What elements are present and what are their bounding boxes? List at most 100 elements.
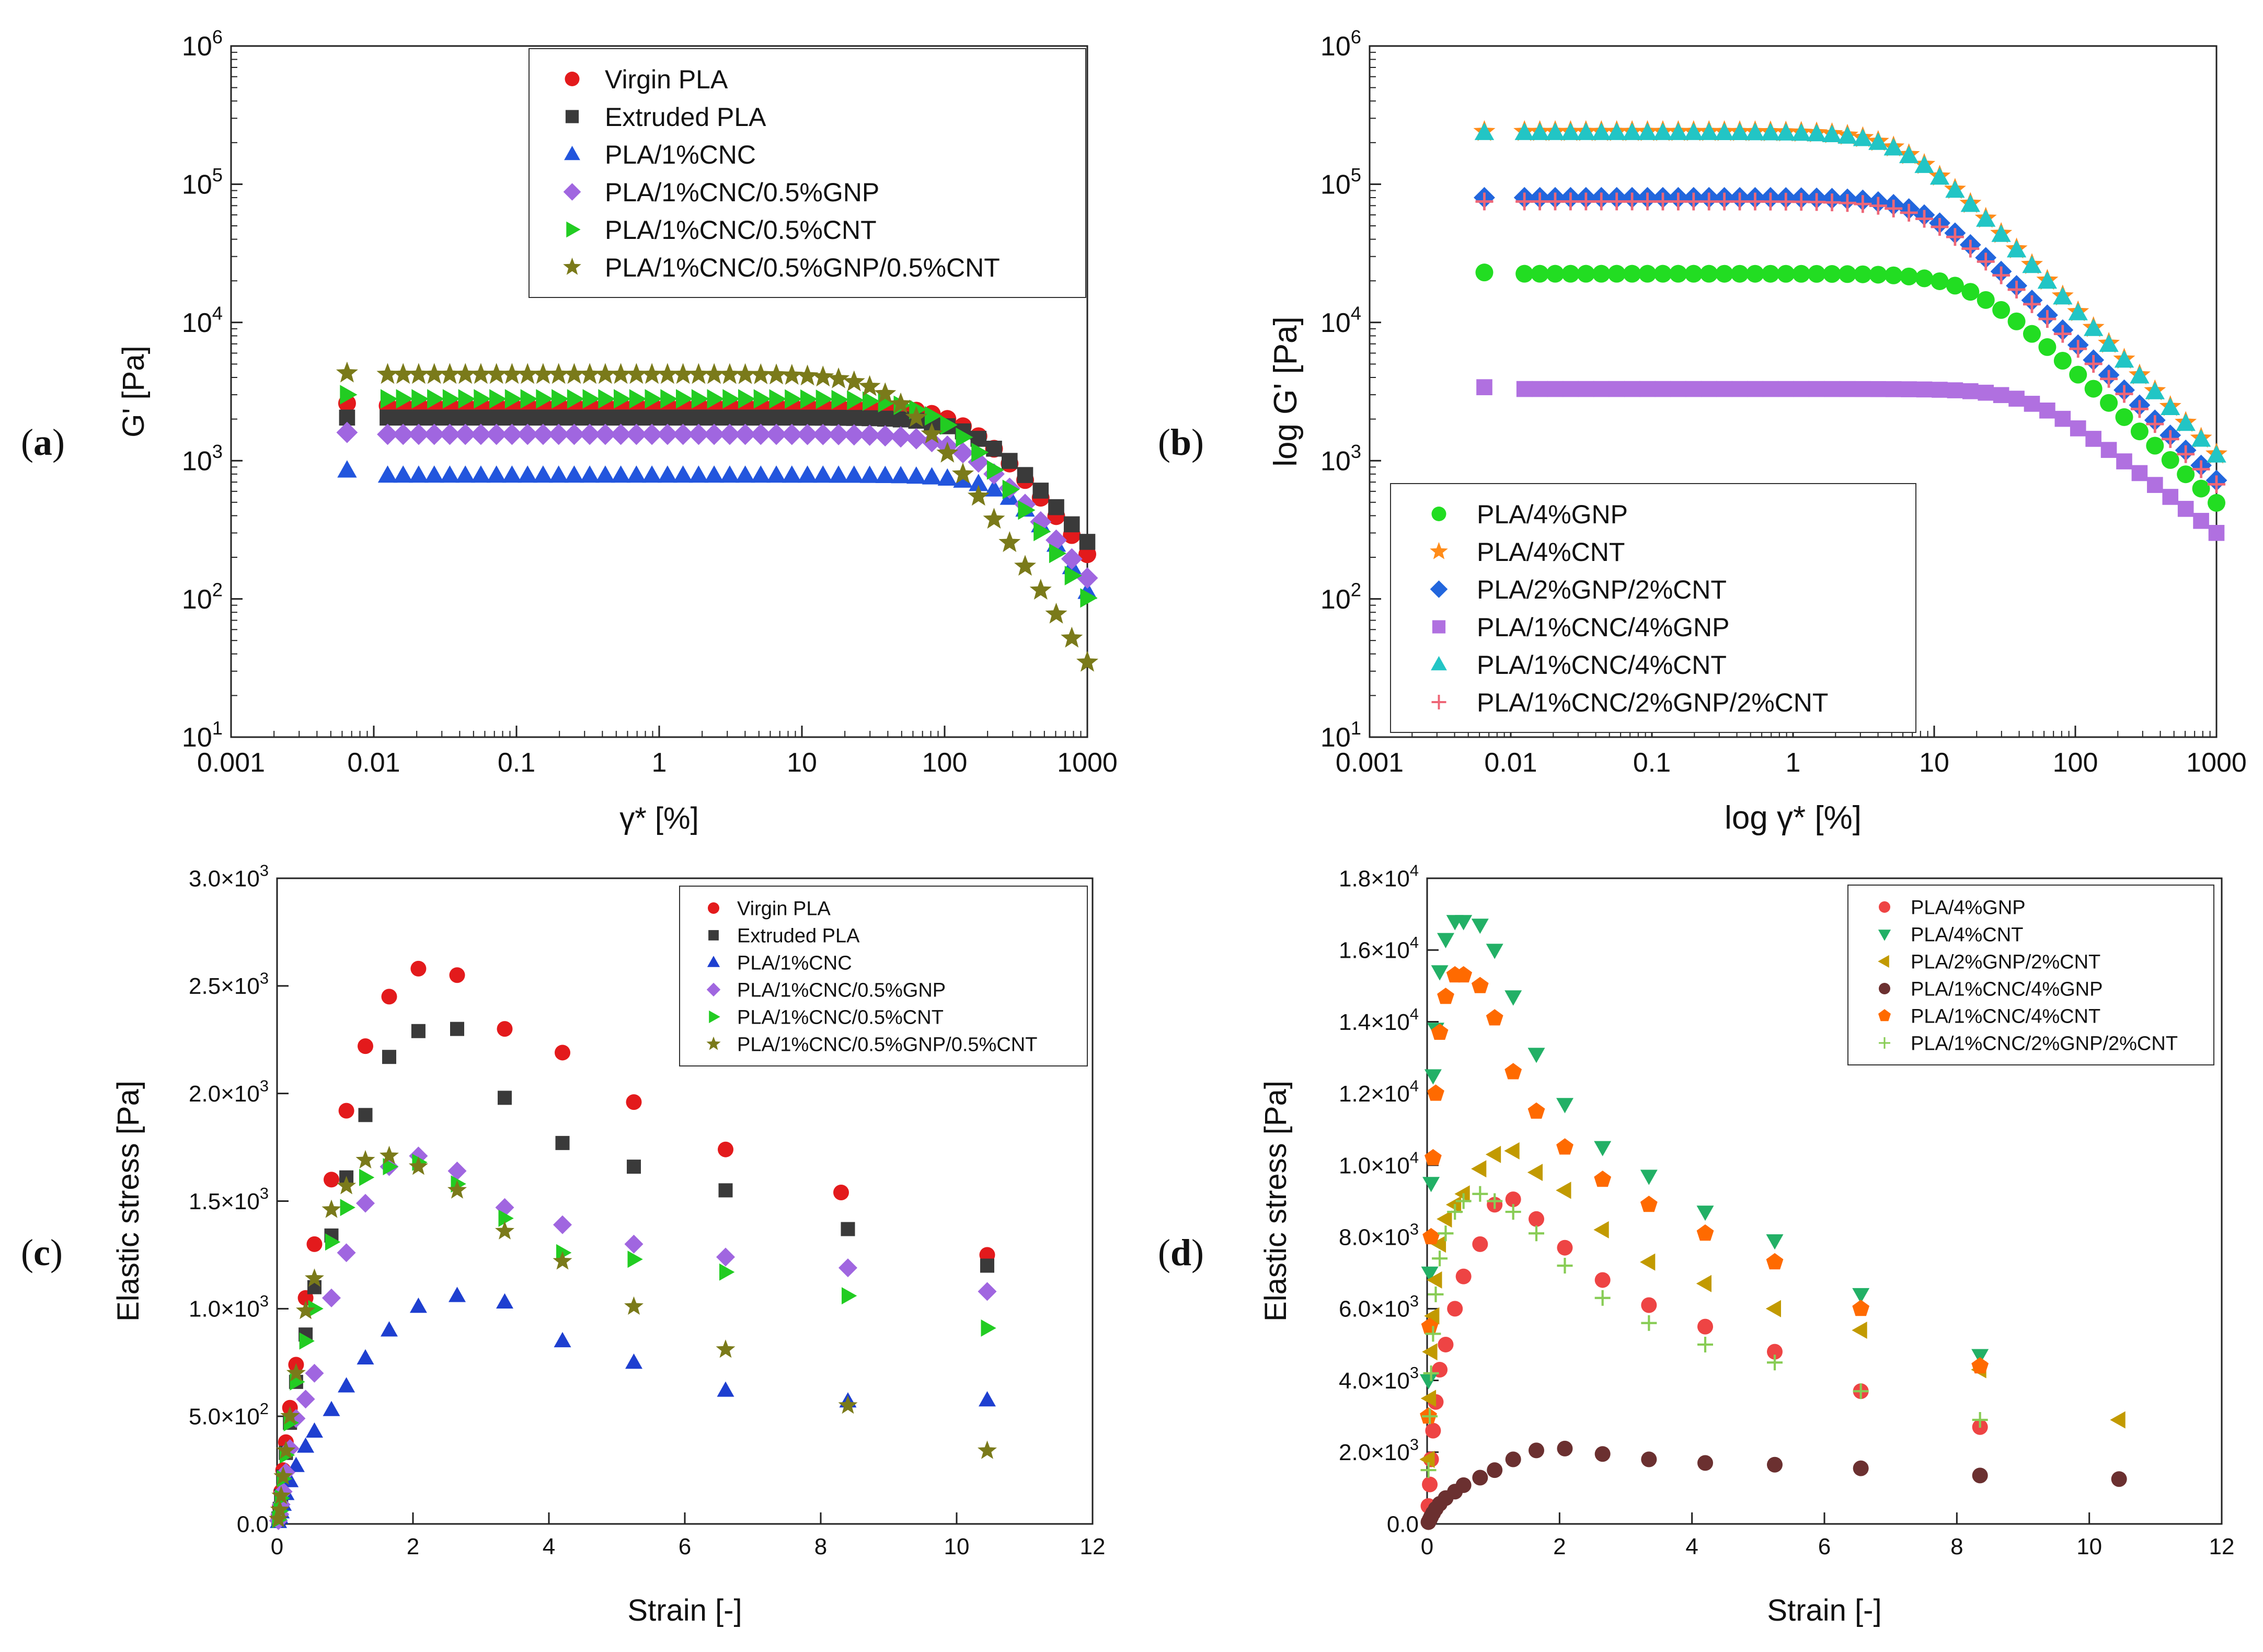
data-point bbox=[956, 427, 973, 448]
y-tick-label: 4.0×103 bbox=[1339, 1363, 1419, 1394]
data-point bbox=[1641, 1451, 1657, 1467]
data-point bbox=[1556, 1138, 1573, 1155]
data-point bbox=[1557, 1240, 1573, 1256]
data-point bbox=[716, 1247, 735, 1267]
data-point bbox=[359, 1168, 375, 1186]
y-tick-value: 0.0 bbox=[237, 1511, 269, 1537]
y-tick-mantissa: 1.0 bbox=[189, 1297, 221, 1322]
data-point bbox=[738, 389, 756, 409]
y-tick-exponent: 3 bbox=[260, 1184, 269, 1202]
data-point bbox=[847, 390, 865, 410]
y-tick-mantissa: 6.0 bbox=[1339, 1297, 1371, 1322]
data-point bbox=[1699, 122, 1719, 140]
data-point bbox=[766, 465, 786, 483]
data-point bbox=[1001, 453, 1018, 469]
data-point bbox=[1767, 1344, 1783, 1360]
y-tick-mantissa: 3.0 bbox=[189, 866, 221, 891]
data-point bbox=[1854, 195, 1872, 213]
data-point bbox=[1869, 266, 1887, 284]
data-point bbox=[672, 423, 694, 445]
x-axis-title: Strain [-] bbox=[1767, 1593, 1881, 1627]
legend-entry: Extruded PLA bbox=[737, 925, 860, 947]
data-point bbox=[1437, 988, 1454, 1004]
data-point bbox=[815, 409, 831, 426]
y-tick-label: 103 bbox=[182, 441, 223, 476]
data-point bbox=[1607, 265, 1626, 283]
x-tick-label: 0.001 bbox=[1336, 748, 1404, 778]
series-3 bbox=[1420, 1440, 2127, 1530]
y-tick-base: 10 bbox=[1320, 31, 1351, 62]
y-axis-title: Elastic stress [Pa] bbox=[1259, 1081, 1293, 1322]
data-point bbox=[750, 363, 772, 384]
y-tick-label: 5.0×102 bbox=[189, 1399, 269, 1430]
legend-marker bbox=[566, 221, 581, 238]
data-point bbox=[1714, 122, 1734, 140]
legend-marker bbox=[1879, 901, 1890, 913]
y-tick-mantissa: 5.0 bbox=[189, 1404, 221, 1430]
data-point bbox=[449, 1287, 466, 1302]
data-point bbox=[1808, 265, 1826, 283]
data-point bbox=[516, 363, 539, 384]
data-point bbox=[2023, 295, 2041, 313]
y-tick-exponent: 4 bbox=[1410, 1076, 1419, 1095]
data-point bbox=[1640, 1169, 1658, 1185]
data-point bbox=[1852, 1322, 1867, 1339]
x-tick-label: 2 bbox=[407, 1534, 419, 1559]
y-tick-times: ×10 bbox=[1371, 1153, 1410, 1178]
data-point bbox=[1431, 1023, 1449, 1040]
legend-entry: Virgin PLA bbox=[605, 65, 728, 94]
data-point bbox=[627, 1160, 641, 1174]
legend-marker bbox=[707, 956, 720, 967]
y-tick-mantissa: 1.0 bbox=[1339, 1153, 1371, 1178]
data-point bbox=[1932, 382, 1948, 398]
legend: PLA/4%GNP PLA/4%CNT PLA/2%GNP/2%CNT PLA/1%C… bbox=[1847, 885, 2214, 1065]
data-point bbox=[656, 363, 679, 384]
data-point bbox=[2161, 430, 2179, 448]
y-tick-label: 104 bbox=[182, 303, 223, 338]
data-point bbox=[1061, 548, 1083, 570]
series-5 bbox=[1420, 1186, 1988, 1478]
data-point bbox=[1731, 381, 1748, 397]
data-point bbox=[1529, 1442, 1544, 1459]
y-tick-label: 102 bbox=[1320, 579, 1361, 614]
data-point bbox=[1854, 265, 1872, 283]
y-tick-exponent: 1 bbox=[1351, 717, 1361, 739]
data-point bbox=[2147, 477, 2163, 493]
legend-marker bbox=[1878, 955, 1889, 968]
data-point bbox=[1715, 265, 1733, 283]
data-point bbox=[1563, 381, 1579, 397]
data-point bbox=[2208, 475, 2225, 494]
data-point bbox=[641, 363, 663, 384]
y-tick-mantissa: 2.0 bbox=[189, 1081, 221, 1107]
data-point bbox=[2037, 271, 2058, 289]
data-point bbox=[1791, 123, 1811, 141]
data-point bbox=[380, 389, 398, 409]
data-point bbox=[1505, 1204, 1521, 1220]
data-point bbox=[1594, 1171, 1612, 1187]
panel-b-label-open: ( bbox=[1158, 421, 1170, 463]
data-point bbox=[1486, 944, 1503, 959]
data-point bbox=[828, 424, 849, 445]
data-point bbox=[784, 409, 800, 426]
data-point bbox=[1430, 1235, 1446, 1253]
data-point bbox=[393, 465, 413, 483]
data-point bbox=[1684, 122, 1704, 140]
data-point bbox=[1421, 1266, 1439, 1282]
data-point bbox=[1978, 384, 1994, 401]
y-tick-label: 1.8×104 bbox=[1339, 862, 1419, 892]
data-point bbox=[1425, 1422, 1441, 1439]
data-point bbox=[308, 1300, 324, 1317]
panel-a-label-letter: a bbox=[33, 421, 52, 463]
data-point bbox=[377, 423, 398, 445]
data-point bbox=[2177, 501, 2194, 517]
series-1 bbox=[339, 409, 1096, 550]
y-tick-base: 10 bbox=[1320, 584, 1351, 615]
data-point bbox=[1761, 192, 1779, 211]
data-point bbox=[488, 409, 504, 426]
data-point bbox=[338, 1377, 355, 1393]
data-point bbox=[555, 1135, 570, 1150]
data-point bbox=[299, 1332, 315, 1350]
data-point bbox=[1505, 1191, 1521, 1208]
data-point bbox=[1777, 381, 1794, 397]
data-point bbox=[1422, 1177, 1440, 1192]
